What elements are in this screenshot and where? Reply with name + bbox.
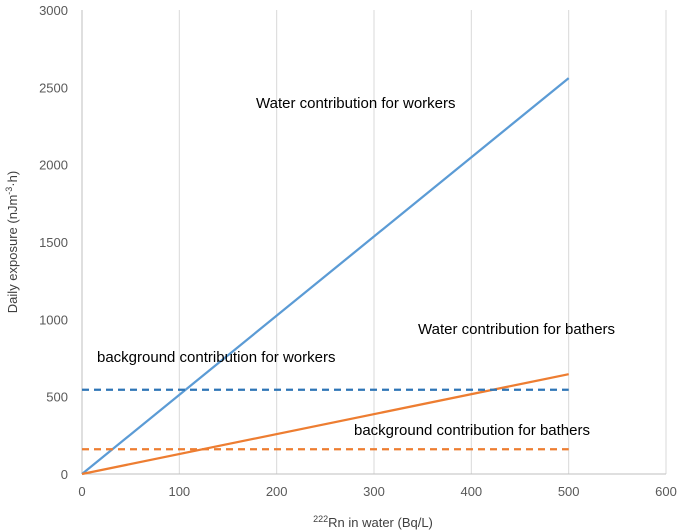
y-tick-label: 2500 bbox=[39, 80, 68, 95]
y-tick-label: 3000 bbox=[39, 3, 68, 18]
y-tick-label: 500 bbox=[46, 390, 68, 405]
x-axis-title-sup: 222 bbox=[313, 514, 328, 524]
x-tick-label: 100 bbox=[168, 484, 190, 499]
y-tick-label: 2000 bbox=[39, 158, 68, 173]
x-tick-label: 200 bbox=[266, 484, 288, 499]
axes bbox=[81, 10, 666, 475]
tick-labels: 0 100 200 300 400 500 600 0 500 1000 1500 2000 2500 3… bbox=[39, 3, 677, 499]
gridlines bbox=[178, 10, 667, 474]
annotation-background-workers: background contribution for workers bbox=[97, 349, 335, 366]
y-tick-label: 0 bbox=[61, 467, 68, 482]
x-tick-label: 300 bbox=[363, 484, 385, 499]
x-tick-label: 600 bbox=[655, 484, 677, 499]
y-axis-title-sup: -3 bbox=[4, 187, 14, 195]
x-tick-label: 400 bbox=[460, 484, 482, 499]
series-line-water_bathers bbox=[81, 373, 569, 476]
annotation-background-bathers: background contribution for bathers bbox=[354, 422, 590, 439]
series-line-water_workers bbox=[81, 77, 570, 475]
y-axis-title-main: Daily exposure (nJm bbox=[5, 195, 20, 314]
y-tick-label: 1000 bbox=[39, 312, 68, 327]
annotation-water-workers: Water contribution for workers bbox=[256, 95, 456, 112]
x-tick-label: 500 bbox=[558, 484, 580, 499]
x-tick-label: 0 bbox=[78, 484, 85, 499]
y-tick-label: 1500 bbox=[39, 235, 68, 250]
annotation-water-bathers: Water contribution for bathers bbox=[418, 321, 615, 338]
x-axis-title-main: Rn in water (Bq/L) bbox=[328, 515, 433, 530]
y-axis-title: Daily exposure (nJm-3·h) bbox=[4, 171, 20, 313]
x-axis-title: 222Rn in water (Bq/L) bbox=[313, 514, 433, 530]
series-lines bbox=[81, 77, 570, 476]
y-axis-title-end: ·h) bbox=[5, 171, 20, 187]
